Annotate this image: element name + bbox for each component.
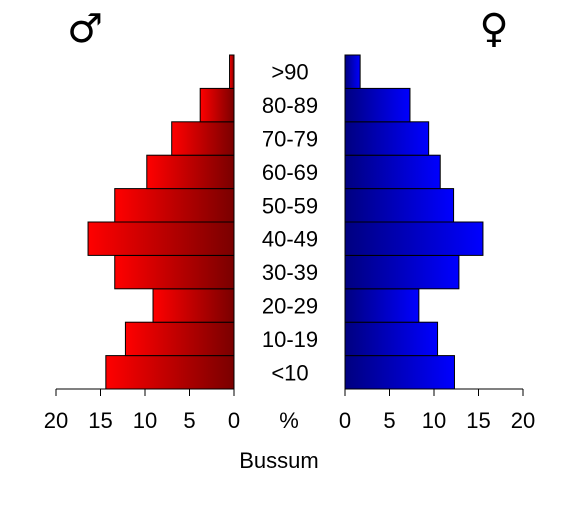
female-tick-label-0: 0: [339, 408, 351, 433]
female-tick-label-3: 15: [466, 408, 490, 433]
male-tick-label-2: 10: [133, 408, 157, 433]
male-symbol-icon: ♂: [67, 6, 103, 52]
male-bar-9: [229, 54, 235, 89]
male-bar-6: [146, 154, 235, 190]
female-bar-2: [344, 288, 420, 323]
male-bar-8: [199, 87, 235, 123]
age-label-7: 70-79: [262, 127, 318, 152]
male-tick-label-0: 0: [228, 408, 240, 433]
female-tick-label-1: 5: [383, 408, 395, 433]
age-label-6: 60-69: [262, 160, 318, 185]
female-bar-1: [344, 321, 439, 357]
female-bar-5: [344, 188, 455, 223]
age-label-2: 20-29: [262, 294, 318, 319]
age-label-3: 30-39: [262, 260, 318, 285]
male-bar-0: [105, 355, 235, 390]
male-bar-5: [114, 188, 235, 223]
age-label-9: >90: [271, 60, 308, 85]
male-x-axis: 0 5 10 15 20: [44, 388, 240, 433]
male-bar-1: [124, 321, 235, 357]
age-label-0: <10: [271, 360, 308, 385]
male-bar-3: [114, 254, 235, 290]
male-tick-label-4: 20: [44, 408, 68, 433]
male-tick-label-1: 5: [183, 408, 195, 433]
male-bars: [87, 54, 235, 390]
age-label-8: 80-89: [262, 93, 318, 118]
female-bars: [344, 54, 484, 390]
female-tick-label-2: 10: [422, 408, 446, 433]
female-bar-0: [344, 355, 455, 390]
female-x-axis: 0 5 10 15 20: [339, 388, 535, 433]
unit-label: %: [279, 408, 299, 433]
female-bar-3: [344, 254, 460, 290]
female-bar-7: [344, 121, 430, 156]
age-label-5: 50-59: [262, 193, 318, 218]
female-symbol-icon: ♀: [479, 6, 508, 52]
female-bar-6: [344, 154, 441, 190]
female-bar-4: [344, 221, 484, 256]
male-tick-label-3: 15: [88, 408, 112, 433]
age-label-1: 10-19: [262, 327, 318, 352]
female-bar-9: [344, 54, 361, 89]
male-bar-2: [152, 288, 235, 323]
chart-title: Bussum: [239, 448, 318, 473]
male-bar-4: [87, 221, 235, 256]
male-bar-7: [171, 121, 235, 156]
age-label-4: 40-49: [262, 227, 318, 252]
female-bar-8: [344, 87, 411, 123]
age-group-labels: <10 10-19 20-29 30-39 40-49 50-59 60-69 70-79 80…: [262, 60, 318, 386]
female-tick-label-4: 20: [511, 408, 535, 433]
